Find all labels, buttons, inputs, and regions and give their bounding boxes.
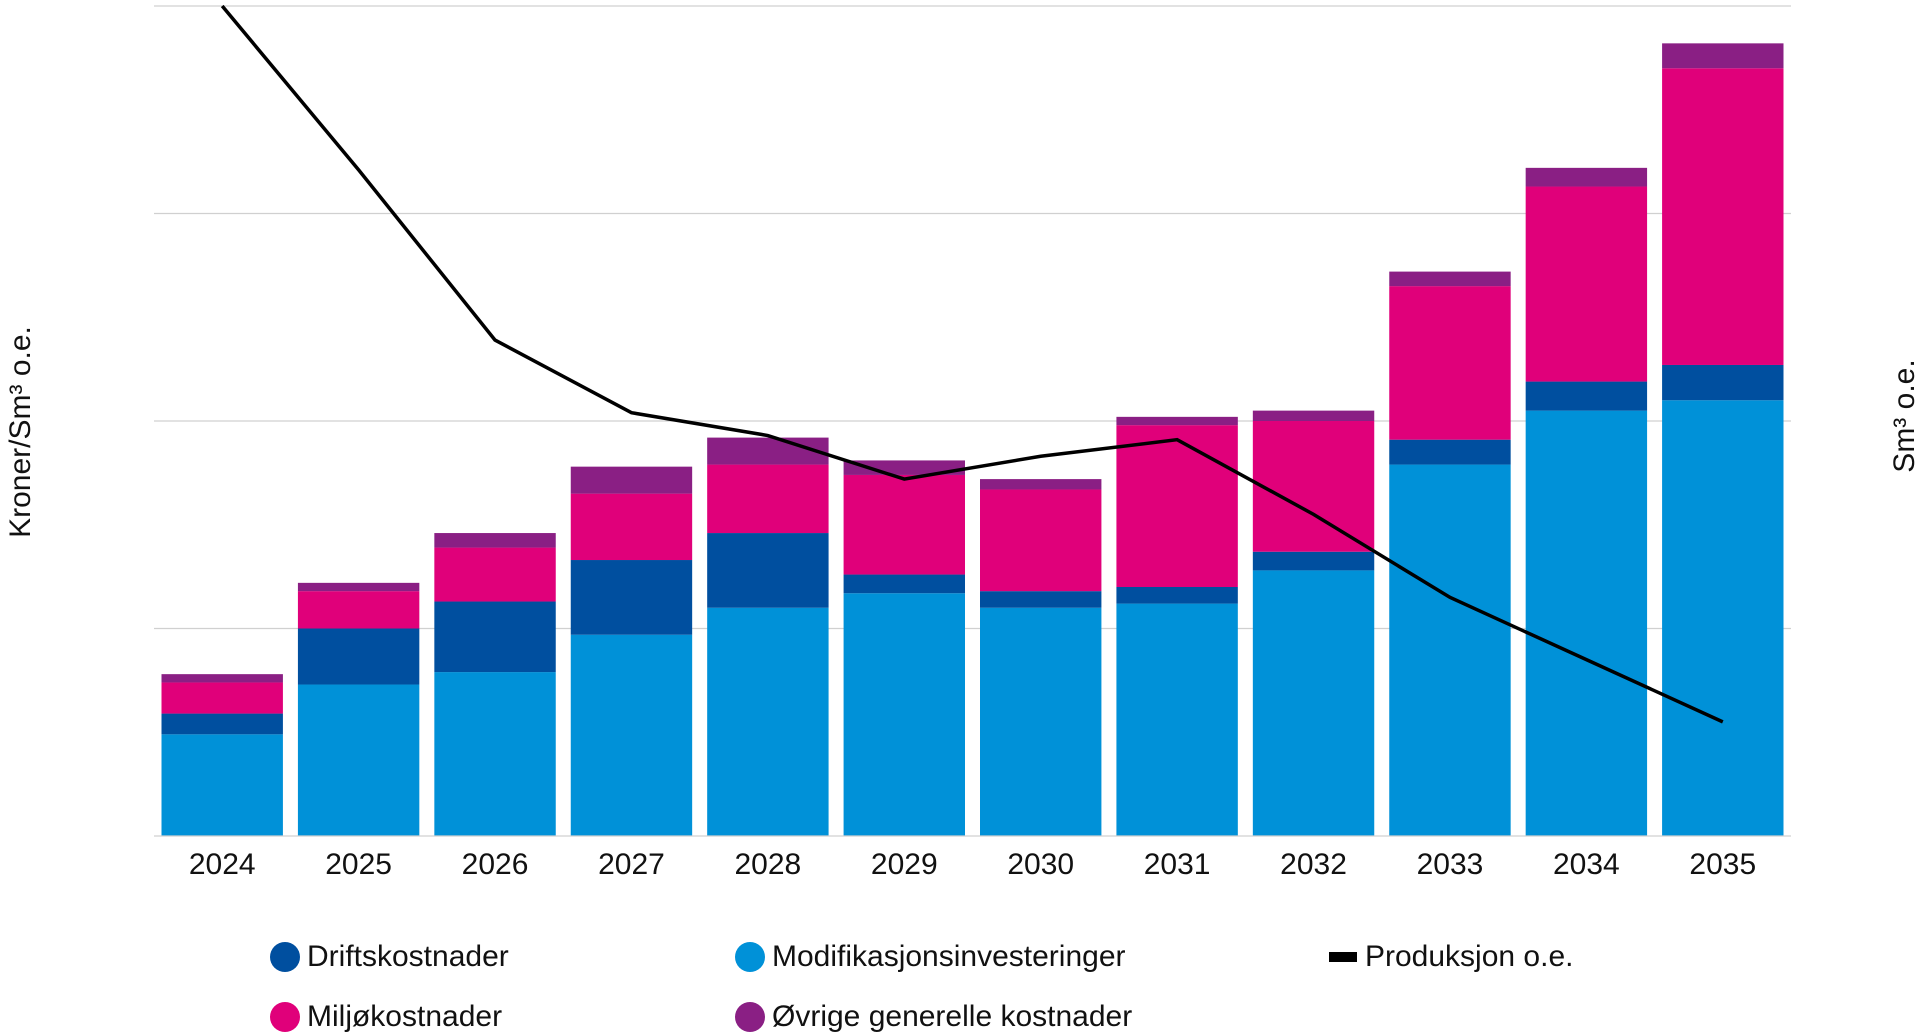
bar-segment xyxy=(1252,421,1375,552)
y-axis-label: Kroner/Sm³ o.e. xyxy=(4,326,37,538)
bar-segment xyxy=(1525,410,1648,836)
bar-segment xyxy=(570,634,693,836)
x-tick-label: 2029 xyxy=(871,848,938,881)
bar-segment xyxy=(297,582,420,592)
bar-segment xyxy=(161,674,283,683)
bar-segment xyxy=(1389,464,1511,836)
bar-segment xyxy=(1252,551,1375,571)
bar-segment xyxy=(1662,68,1784,365)
legend-label: Modifikasjonsinvesteringer xyxy=(772,940,1126,973)
legend-label: Miljøkostnader xyxy=(307,1000,502,1033)
bar-segment xyxy=(1525,186,1648,382)
bar-segment xyxy=(1116,603,1238,836)
bar-segment xyxy=(570,466,693,494)
x-tick-label: 2025 xyxy=(325,848,392,881)
bar-segment xyxy=(1662,364,1784,401)
legend-swatch xyxy=(1329,952,1357,962)
bar-segment xyxy=(1662,400,1784,836)
x-tick-label: 2031 xyxy=(1144,848,1211,881)
bar-segment xyxy=(161,713,283,735)
legend-swatch xyxy=(735,1002,765,1032)
bar-segment xyxy=(707,437,829,465)
legend-swatch xyxy=(270,1002,300,1032)
bar-segment xyxy=(1252,410,1375,421)
bar-segment xyxy=(161,734,283,836)
bar-segment xyxy=(1389,271,1511,287)
bar-segment xyxy=(1662,43,1784,69)
legend-label: Produksjon o.e. xyxy=(1365,940,1573,973)
bar-segment xyxy=(980,479,1102,490)
bar-segment xyxy=(843,460,965,475)
bar-segment xyxy=(980,607,1102,836)
bar-segment xyxy=(1116,587,1238,604)
legend-swatch xyxy=(270,942,300,972)
x-tick-label: 2028 xyxy=(735,848,802,881)
bar-segment xyxy=(434,601,556,673)
bar-segment xyxy=(297,628,420,685)
bar-segment xyxy=(434,533,556,548)
bar-segment xyxy=(1525,381,1648,411)
bar-segment xyxy=(1389,286,1511,440)
legend-label: Driftskostnader xyxy=(307,940,509,973)
bar-segment xyxy=(570,493,693,561)
bar-segment xyxy=(1389,439,1511,465)
bar-segment xyxy=(843,474,965,575)
bar-segment xyxy=(1525,167,1648,187)
bar-segment xyxy=(434,672,556,836)
bar-segment xyxy=(707,533,829,608)
bar-segment xyxy=(161,682,283,714)
bar-segment xyxy=(434,547,556,602)
x-tick-label: 2024 xyxy=(189,848,256,881)
x-tick-label: 2033 xyxy=(1417,848,1484,881)
bar-segment xyxy=(297,684,420,836)
x-tick-label: 2030 xyxy=(1007,848,1074,881)
legend-swatch xyxy=(735,942,765,972)
bar-segment xyxy=(980,489,1102,592)
bar-segment xyxy=(570,560,693,635)
bar-segment xyxy=(1252,570,1375,836)
line-series xyxy=(220,4,1724,724)
x-tick-label: 2027 xyxy=(598,848,665,881)
y2-axis-label: Sm³ o.e. xyxy=(1888,359,1920,472)
legend-label: Øvrige generelle kostnader xyxy=(772,1000,1132,1033)
x-tick-label: 2032 xyxy=(1280,848,1347,881)
bar-segment xyxy=(1116,416,1238,426)
bar-segment xyxy=(707,607,829,836)
bar-segment xyxy=(843,574,965,594)
bar-segment xyxy=(1116,425,1238,587)
x-tick-label: 2035 xyxy=(1689,848,1756,881)
bar-segment xyxy=(980,591,1102,608)
x-tick-label: 2026 xyxy=(462,848,529,881)
bar-segment xyxy=(707,464,829,534)
bar-segment xyxy=(297,591,420,629)
bar-segment xyxy=(843,593,965,836)
x-tick-label: 2034 xyxy=(1553,848,1620,881)
